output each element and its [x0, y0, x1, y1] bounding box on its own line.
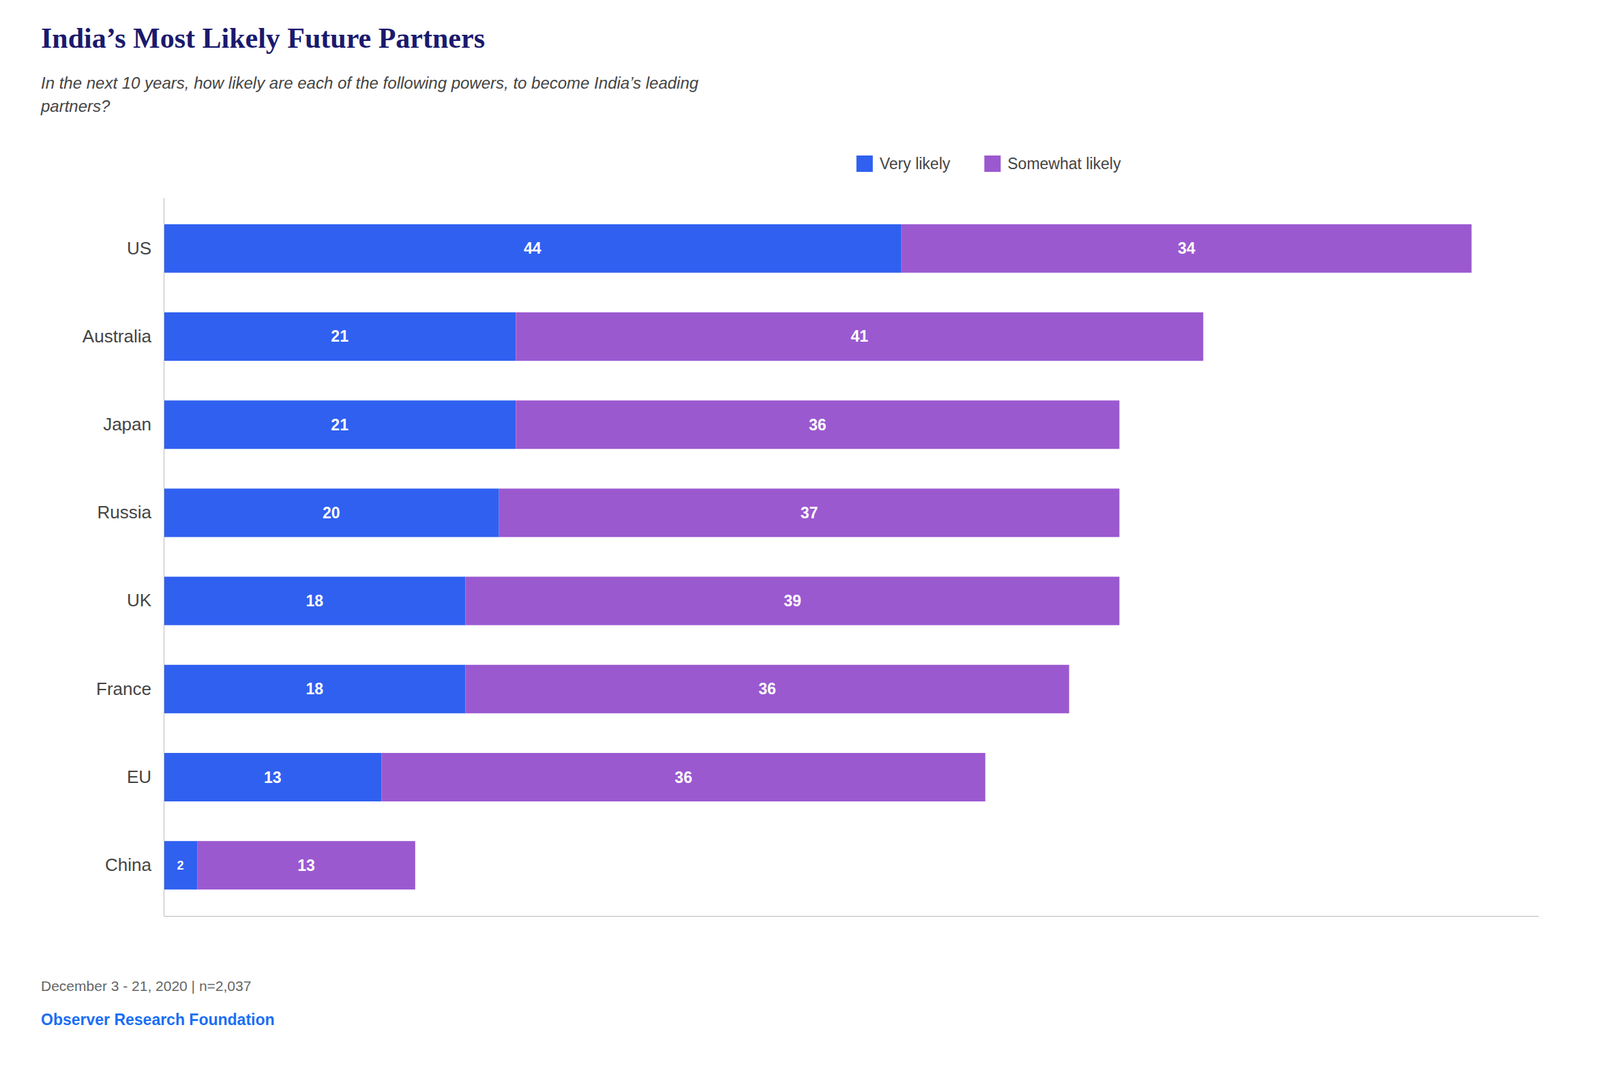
- bar: [381, 752, 986, 802]
- bar: [515, 400, 1120, 449]
- data-label: 36: [808, 416, 827, 434]
- data-label: 13: [263, 768, 282, 787]
- subtitle-line: In the next 10 years, how likely are eac…: [40, 73, 700, 93]
- series-bars: [197, 224, 1472, 890]
- bar: [163, 488, 500, 537]
- data-label: 36: [674, 768, 693, 787]
- y-tick: US: [126, 238, 152, 259]
- x-axis: [164, 915, 1540, 917]
- data-label: 34: [1177, 239, 1196, 258]
- y-tick-label: China: [105, 854, 152, 876]
- data-label: 18: [305, 679, 324, 698]
- y-tick-label: Russia: [97, 501, 153, 523]
- bar: [163, 576, 466, 626]
- bar: [163, 224, 902, 273]
- legend-item: Somewhat likely: [984, 154, 1122, 173]
- annotation: December 3 - 21, 2020 | n=2,037: [40, 978, 251, 994]
- data-label: 37: [800, 504, 819, 522]
- legend-swatch: [856, 155, 873, 172]
- subtitle-line: partners?: [40, 96, 111, 116]
- bar: [901, 224, 1472, 273]
- y-tick: France: [96, 678, 152, 700]
- data-labels: 44 21 21 20 18 18 13 2 34 41 36 37 39 36 36 13: [177, 239, 1196, 874]
- y-tick-label: EU: [126, 766, 152, 788]
- subtitle: In the next 10 years, how likely are eac…: [40, 73, 700, 116]
- legend: Very likely Somewhat likely: [856, 154, 1122, 173]
- data-label: 20: [322, 504, 341, 522]
- y-tick: EU: [126, 766, 152, 788]
- bar: [465, 664, 1070, 714]
- data-label: 44: [523, 239, 542, 258]
- bar: [163, 312, 516, 361]
- plot: 44 21 21 20 18 18 13 2 34 41 36 37 39 36 36 13 US Austral…: [82, 198, 1540, 917]
- y-tick: China: [105, 854, 152, 876]
- y-tick-label: UK: [126, 589, 153, 611]
- y-tick: Japan: [102, 413, 152, 435]
- y-tick: Australia: [82, 326, 153, 347]
- data-label: 21: [330, 416, 349, 434]
- legend-label: Very likely: [879, 154, 951, 173]
- data-label: 21: [330, 327, 349, 346]
- data-label: 13: [297, 856, 316, 875]
- bar: [163, 400, 516, 449]
- y-tick-label: US: [126, 238, 152, 259]
- bar: [515, 312, 1204, 361]
- data-label: 2: [177, 858, 185, 873]
- y-tick-label: Japan: [102, 413, 152, 435]
- bar: [163, 752, 382, 802]
- bar: [465, 576, 1120, 626]
- y-tick: UK: [126, 589, 153, 611]
- legend-item: Very likely: [856, 154, 951, 173]
- annotation: Observer Research Foundation: [40, 1010, 275, 1029]
- legend-swatch: [984, 155, 1001, 172]
- bars: [163, 224, 1472, 890]
- bar: [163, 840, 198, 890]
- bar: [163, 664, 466, 714]
- data-label: 18: [305, 591, 324, 610]
- y-tick-label: Australia: [82, 326, 153, 347]
- bar: [499, 488, 1120, 537]
- data-label: 41: [850, 327, 869, 346]
- data-label: 36: [758, 679, 777, 698]
- y-axis: US Australia Japan Russia UK France EU China: [82, 198, 165, 917]
- y-tick: Russia: [97, 501, 153, 523]
- x-axis-line: [164, 915, 1540, 917]
- bar: [197, 840, 416, 890]
- title: India’s Most Likely Future Partners: [40, 22, 485, 54]
- legend-label: Somewhat likely: [1007, 154, 1122, 173]
- chart: India’s Most Likely Future Partners In th…: [0, 0, 1600, 1066]
- y-tick-label: France: [96, 678, 152, 700]
- data-label: 39: [783, 591, 802, 610]
- y-axis-line: [163, 198, 165, 917]
